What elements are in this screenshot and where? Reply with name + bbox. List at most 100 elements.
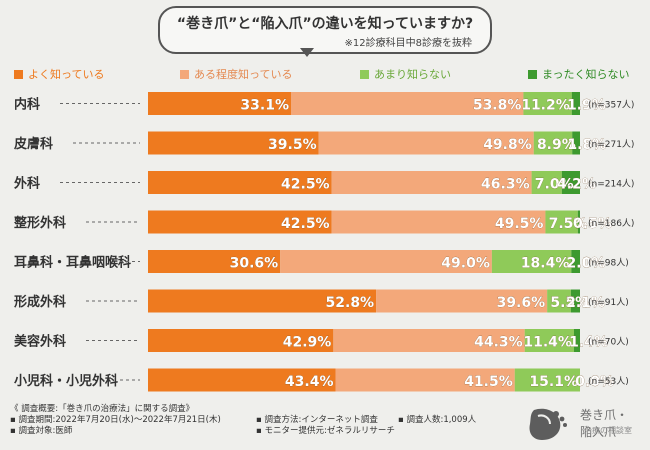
- data-label: 7.0%: [535, 177, 574, 193]
- n-label: (n=214人): [588, 179, 634, 190]
- bar-segment: [514, 368, 580, 392]
- data-label: 2.0%: [567, 256, 606, 272]
- legend-swatch-well: [14, 69, 23, 79]
- title-bubble-tail: [300, 48, 314, 57]
- legend-swatch-little: [360, 69, 369, 79]
- bar-segment: [290, 92, 524, 115]
- data-label: 7.5%: [549, 216, 588, 232]
- category-label: 皮膚科: [13, 136, 53, 152]
- bar-segment: [524, 329, 574, 352]
- bar-segment: [318, 131, 534, 155]
- bar-segment: [148, 92, 291, 115]
- category-label: 美容外科: [14, 334, 66, 350]
- bar-segment: [571, 250, 580, 273]
- data-label: 43.4%: [285, 374, 334, 390]
- stacked-bar-chart: 内科 33.1% 53.8% 11.2%1.9%(n=357人) 皮膚科 39.5% 49.…: [13, 92, 634, 392]
- bar-segment: [573, 329, 580, 352]
- data-label: 39.5%: [268, 137, 317, 153]
- data-label: 39.6%: [497, 295, 546, 311]
- data-label: 53.8%: [473, 98, 522, 114]
- data-label: 41.5%: [464, 374, 513, 390]
- footer-right: ▪ 調査人数:1,009人: [398, 415, 476, 426]
- data-label: 8.9%: [537, 137, 576, 153]
- data-label: 49.5%: [495, 216, 544, 232]
- legend: よく知っている ある程度知っている あまり知らない まったく知らない: [0, 66, 650, 82]
- footer-survey-method: ▪ 調査方法:インターネット調査: [256, 415, 378, 425]
- data-label: 42.5%: [281, 177, 330, 193]
- footer-survey-target: ▪ 調査対象:医師: [10, 426, 73, 436]
- footer-middle: ▪ 調査方法:インターネット調査 ▪ モニター提供元:ゼネラルリサーチ: [256, 415, 395, 437]
- n-label: (n=271人): [588, 139, 634, 150]
- footer-left: 《 調査概要:「巻き爪の治療法」に関する調査》 ▪ 調査期間:2022年7月20…: [10, 404, 221, 437]
- bar-segment: [545, 210, 578, 234]
- chart-title: “巻き爪”と“陥入爪”の違いを知っていますか?: [176, 16, 474, 32]
- n-label: (n=186人): [588, 218, 634, 229]
- legend-swatch-none: [528, 69, 537, 79]
- data-label: 42.5%: [281, 216, 330, 232]
- bar-segment: [148, 210, 332, 234]
- chart-subtitle: ※12診療科目中8診療を抜粋: [344, 38, 472, 49]
- data-label: 2.1%: [566, 295, 605, 311]
- bar-segment: [491, 250, 572, 273]
- legend-label-little: あまり知らない: [374, 68, 451, 81]
- n-label: (n=98人): [588, 258, 629, 269]
- bar-segment: [331, 210, 546, 234]
- bar-segment: [148, 368, 336, 392]
- bar-segment: [331, 171, 532, 194]
- bar-segment: [376, 289, 548, 313]
- bar-segment: [547, 289, 571, 313]
- bar-segment: [280, 250, 492, 273]
- bar-segment: [148, 329, 334, 352]
- bar-segment: [148, 289, 377, 313]
- bar-segment: [523, 92, 572, 115]
- data-label: 0.5%: [573, 216, 612, 232]
- data-label: 11.2%: [521, 98, 570, 114]
- bar-segment: [333, 329, 525, 352]
- footer-survey-count: ▪ 調査人数:1,009人: [398, 415, 477, 425]
- legend-item-none: まったく知らない: [528, 66, 630, 82]
- title-bubble: “巻き爪”と“陥入爪”の違いを知っていますか? ※12診療科目中8診療を抜粋: [158, 6, 492, 54]
- bar-segment: [148, 131, 319, 155]
- logo-text-main: 巻き爪・陥入爪: [580, 408, 629, 439]
- n-label: (n=53人): [588, 376, 629, 387]
- data-label: 4.2%: [557, 177, 596, 193]
- n-label: (n=70人): [588, 337, 629, 348]
- data-label: 0.0%: [575, 374, 614, 390]
- bar-segment: [335, 368, 515, 392]
- legend-item-well: よく知っている: [14, 66, 104, 82]
- n-label: (n=357人): [588, 100, 634, 111]
- data-label: 33.1%: [240, 98, 289, 114]
- bar-segment: [533, 131, 573, 155]
- data-label: 1.4%: [569, 335, 608, 351]
- bar-segment: [148, 250, 281, 273]
- legend-item-little: あまり知らない: [360, 66, 451, 82]
- data-label: 11.4%: [523, 335, 572, 351]
- data-label: 46.3%: [481, 177, 530, 193]
- data-label: 18.4%: [521, 256, 570, 272]
- data-label: 44.3%: [474, 335, 523, 351]
- legend-label-somewhat: ある程度知っている: [194, 68, 293, 81]
- legend-label-none: まったく知らない: [542, 68, 630, 81]
- footer-survey-period: ▪ 調査期間:2022年7月20日(水)〜2022年7月21日(木): [10, 415, 221, 425]
- logo-text-sub: 治療の相談室: [584, 426, 632, 435]
- bar-segment: [572, 131, 580, 155]
- category-label: 小児科・小児外科: [14, 373, 118, 389]
- bar-segment: [531, 171, 562, 194]
- data-label: 15.1%: [529, 374, 578, 390]
- category-label: 内科: [14, 97, 40, 113]
- category-label: 形成外科: [14, 294, 66, 310]
- data-label: 30.6%: [230, 256, 279, 272]
- footer-survey-title: 《 調査概要:「巻き爪の治療法」に関する調査》: [10, 404, 195, 414]
- data-label: 42.9%: [283, 335, 332, 351]
- legend-swatch-somewhat: [180, 69, 189, 79]
- data-label: 5.5%: [550, 295, 589, 311]
- clinic-logo: 巻き爪・陥入爪 治療の相談室: [520, 404, 638, 444]
- data-label: 1.8%: [567, 137, 606, 153]
- data-label: 49.0%: [441, 256, 490, 272]
- bar-segment: [577, 210, 580, 234]
- category-label: 外科: [13, 176, 40, 192]
- category-label: 整形外科: [13, 215, 66, 231]
- n-label: (n=91人): [588, 297, 629, 308]
- bar-segment: [561, 171, 580, 194]
- data-label: 49.8%: [483, 137, 532, 153]
